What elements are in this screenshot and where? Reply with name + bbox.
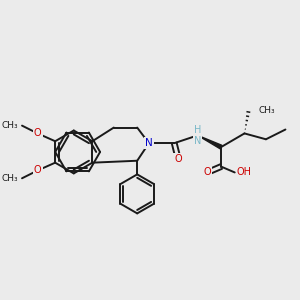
- Text: CH₃: CH₃: [2, 121, 18, 130]
- Text: N: N: [145, 138, 153, 148]
- Polygon shape: [198, 135, 222, 149]
- Text: OH: OH: [237, 167, 252, 177]
- Text: O: O: [204, 167, 211, 177]
- Text: O: O: [34, 128, 41, 138]
- Text: O: O: [174, 154, 182, 164]
- Text: O: O: [34, 166, 41, 176]
- Text: CH₃: CH₃: [2, 174, 18, 183]
- Text: H
N: H N: [194, 124, 201, 146]
- Text: CH₃: CH₃: [258, 106, 275, 115]
